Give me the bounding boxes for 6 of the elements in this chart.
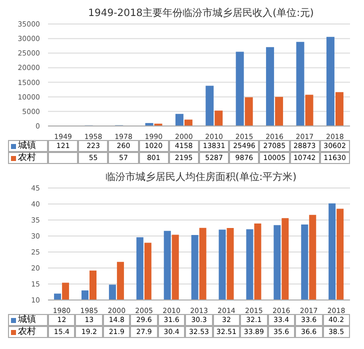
chart-title: 1949-2018主要年份临汾市城乡居民收入(单位:元): [87, 8, 315, 20]
chart-title: 临汾市城乡居民人均住房面积(单位:平方米): [104, 172, 298, 184]
legend-label: 城镇: [18, 140, 36, 152]
legend-label: 农村: [18, 152, 36, 164]
legend-label: 城镇: [18, 314, 36, 326]
legend-label: 农村: [18, 326, 36, 338]
